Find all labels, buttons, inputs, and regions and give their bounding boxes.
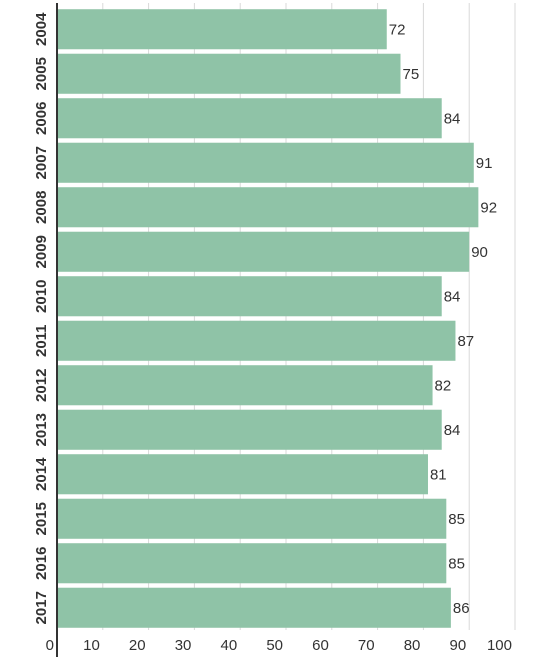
x-tick-10: 10 xyxy=(83,637,100,654)
data-label-2012: 82 xyxy=(435,377,452,394)
y-tick-2012: 2012 xyxy=(33,369,50,402)
data-label-2005: 75 xyxy=(403,66,420,83)
bar-2008 xyxy=(57,187,479,228)
x-tick-60: 60 xyxy=(312,637,329,654)
data-label-2014: 81 xyxy=(430,466,447,483)
y-axis-tick-labels: 2004 2005 2006 2007 2008 2009 2010 2011 2012 2013… xyxy=(33,12,50,625)
bar-2016 xyxy=(57,543,447,584)
y-tick-2007: 2007 xyxy=(33,146,50,179)
bar-2004 xyxy=(57,9,387,50)
y-tick-2005: 2005 xyxy=(33,57,50,90)
data-label-2016: 85 xyxy=(448,555,465,572)
bar-2014 xyxy=(57,454,428,495)
x-tick-70: 70 xyxy=(358,637,375,654)
data-label-2010: 84 xyxy=(444,288,461,305)
y-tick-2014: 2014 xyxy=(33,457,50,491)
bar-2010 xyxy=(57,276,442,317)
data-label-2011: 87 xyxy=(457,333,474,350)
x-tick-30: 30 xyxy=(175,637,192,654)
data-label-2007: 91 xyxy=(476,155,493,172)
bar-2006 xyxy=(57,98,442,139)
y-tick-2006: 2006 xyxy=(33,102,50,135)
y-tick-2013: 2013 xyxy=(33,413,50,446)
bar-2007 xyxy=(57,142,474,183)
y-tick-2015: 2015 xyxy=(33,502,50,535)
y-tick-2011: 2011 xyxy=(33,324,50,357)
y-tick-2016: 2016 xyxy=(33,547,50,580)
x-tick-80: 80 xyxy=(404,637,421,654)
y-tick-2008: 2008 xyxy=(33,191,50,224)
x-tick-40: 40 xyxy=(221,637,238,654)
y-tick-2017: 2017 xyxy=(33,591,50,624)
x-tick-0: 0 xyxy=(46,637,54,654)
data-label-2015: 85 xyxy=(448,511,465,528)
bar-2005 xyxy=(57,53,401,94)
data-label-2017: 86 xyxy=(453,600,470,617)
x-tick-20: 20 xyxy=(129,637,146,654)
y-tick-2004: 2004 xyxy=(33,12,50,46)
y-tick-2010: 2010 xyxy=(33,280,50,313)
bar-2011 xyxy=(57,320,456,361)
bar-2017 xyxy=(57,587,451,628)
bar-2015 xyxy=(57,498,447,539)
x-tick-100: 100 xyxy=(487,637,512,654)
y-tick-2009: 2009 xyxy=(33,235,50,268)
data-label-2013: 84 xyxy=(444,422,461,439)
bar-2012 xyxy=(57,365,433,406)
bars xyxy=(57,9,479,628)
x-tick-50: 50 xyxy=(266,637,283,654)
data-labels: 72 75 84 91 92 90 84 87 82 84 81 85 85 86 xyxy=(389,21,497,617)
bar-2009 xyxy=(57,231,470,272)
data-label-2009: 90 xyxy=(471,244,488,261)
data-label-2006: 84 xyxy=(444,110,461,127)
x-axis-tick-labels: 0 10 20 30 40 50 60 70 80 90 100 xyxy=(46,637,512,654)
bar-2013 xyxy=(57,409,442,450)
x-tick-90: 90 xyxy=(450,637,467,654)
data-label-2004: 72 xyxy=(389,21,406,38)
data-label-2008: 92 xyxy=(480,199,497,216)
